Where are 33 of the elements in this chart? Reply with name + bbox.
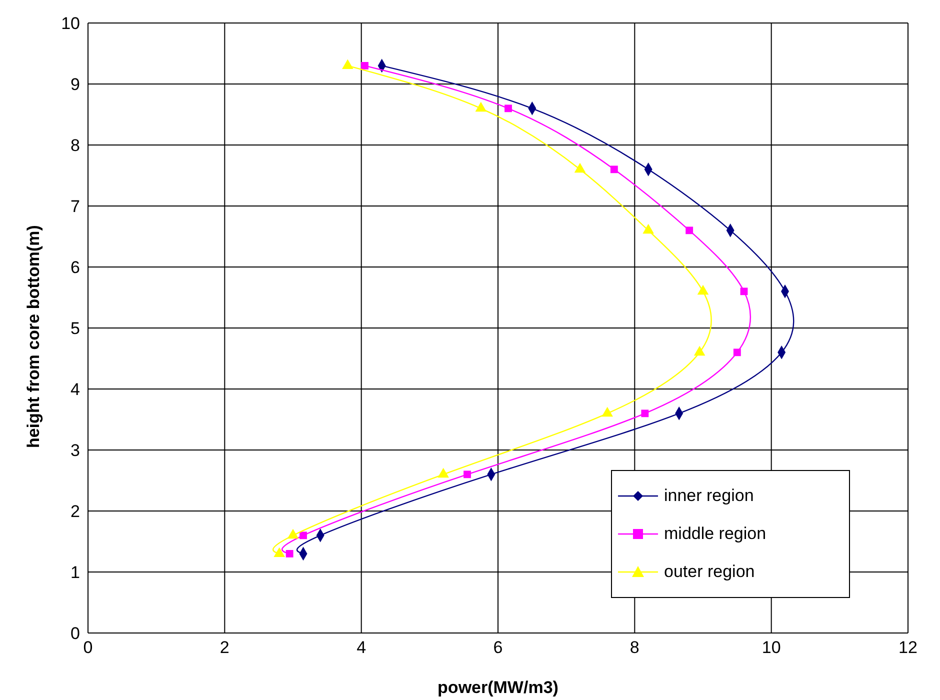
x-tick-label: 12	[898, 638, 918, 658]
legend-label: inner region	[664, 486, 754, 506]
legend-label: outer region	[664, 562, 755, 582]
point	[641, 410, 649, 418]
y-tick-label: 3	[70, 441, 80, 460]
x-tick-label: 4	[356, 638, 366, 658]
y-tick-label: 8	[70, 136, 80, 156]
x-tick-label: 2	[220, 638, 230, 658]
point	[686, 226, 694, 234]
x-tick-label: 6	[493, 638, 503, 658]
y-tick-label: 1	[70, 563, 80, 582]
y-tick-label: 10	[61, 14, 80, 34]
y-tick-label: 5	[70, 319, 80, 338]
y-tick-label: 2	[70, 502, 80, 522]
y-tick-label: 9	[70, 75, 80, 94]
point	[504, 104, 512, 112]
point	[464, 470, 471, 478]
x-tick-label: 0	[83, 638, 93, 658]
y-tick-label: 0	[70, 624, 80, 644]
point	[733, 348, 741, 356]
point	[610, 166, 618, 174]
x-tick-label: 8	[630, 638, 640, 658]
legend-label: middle region	[664, 524, 766, 544]
y-tick-label: 6	[70, 258, 80, 278]
x-tick-label: 10	[762, 638, 781, 658]
point	[286, 550, 294, 558]
y-axis-title: height from core bottom(m)	[24, 225, 44, 448]
y-tick-label: 4	[70, 380, 80, 400]
x-axis-title: power(MW/m3)	[438, 678, 558, 697]
y-tick-label: 7	[70, 197, 80, 216]
point	[300, 532, 307, 540]
point	[361, 62, 368, 70]
point	[740, 288, 748, 296]
